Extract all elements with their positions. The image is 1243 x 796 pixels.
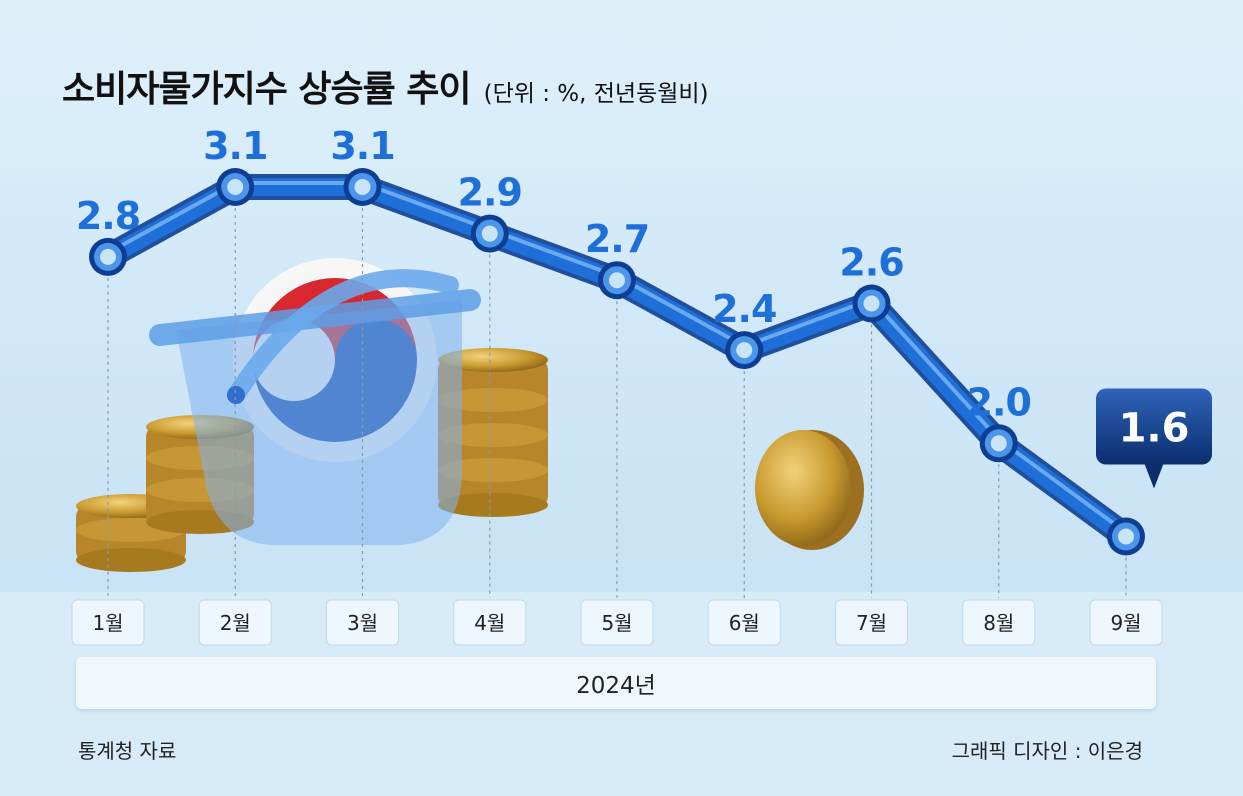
shopping-basket-icon [149, 258, 481, 545]
data-point-center [1118, 528, 1134, 545]
chart-title: 소비자물가지수 상승률 추이 [62, 69, 472, 110]
chart-title-block: 소비자물가지수 상승률 추이 (단위 : %, 전년동월비) [62, 60, 709, 112]
x-tick-label: 7월 [856, 611, 887, 635]
data-point-center [481, 225, 498, 242]
value-label: 2.8 [76, 194, 140, 238]
x-tick-box [453, 599, 527, 646]
highlight-callout-pointer [1144, 462, 1164, 489]
x-tick-box [71, 599, 145, 646]
data-point-center [100, 248, 116, 265]
x-tick-label: 5월 [601, 611, 632, 635]
value-label: 2.9 [458, 171, 522, 215]
chart-subtitle: (단위 : %, 전년동월비) [483, 81, 709, 107]
x-tick-box [707, 599, 781, 646]
value-label: 2.0 [967, 380, 1031, 424]
data-point-center [609, 272, 625, 289]
x-tick-label: 9월 [1110, 611, 1141, 635]
decoration-illustration [76, 258, 864, 572]
x-tick-label: 2월 [220, 611, 251, 635]
data-point-center [990, 435, 1007, 452]
x-tick-label: 4월 [474, 611, 505, 635]
value-label: 2.7 [585, 217, 649, 261]
x-tick-label: 8월 [983, 611, 1014, 635]
data-point-center [354, 179, 371, 195]
value-label: 2.6 [839, 241, 903, 285]
x-tick-box [326, 599, 399, 646]
x-axis-year-label: 2024년 [76, 657, 1156, 709]
coin-icon [755, 430, 864, 550]
coin-stack-icon [438, 348, 548, 517]
x-tick-label: 3월 [347, 611, 378, 635]
x-tick-box [962, 599, 1036, 646]
highlight-callout-box [1096, 388, 1212, 465]
x-tick-box [580, 599, 654, 646]
chart-guides [107, 201, 1127, 598]
data-point-center [736, 342, 753, 359]
value-label: 3.1 [330, 124, 394, 168]
chart-x-tick-labels: 1월 2월 3월 4월 5월 6월 7월 8월 9월 [71, 599, 1163, 646]
highlight-value-label: 1.6 [1119, 406, 1190, 452]
x-tick-label: 6월 [729, 611, 760, 635]
x-tick-box [198, 599, 272, 646]
chart-value-labels: 2.8 3.1 3.1 2.9 2.7 2.4 2.6 2.0 1.6 [76, 124, 1212, 489]
x-tick-box [835, 599, 908, 646]
x-tick-label: 1월 [92, 611, 123, 635]
value-label: 3.1 [203, 124, 267, 168]
chart-points [89, 168, 1145, 556]
x-tick-box [1089, 599, 1163, 646]
data-point-center [227, 179, 244, 195]
value-label: 2.4 [712, 287, 776, 331]
design-credit: 그래픽 디자인 : 이은경 [951, 739, 1143, 763]
source-note: 통계청 자료 [78, 739, 177, 763]
data-point-center [863, 295, 880, 312]
